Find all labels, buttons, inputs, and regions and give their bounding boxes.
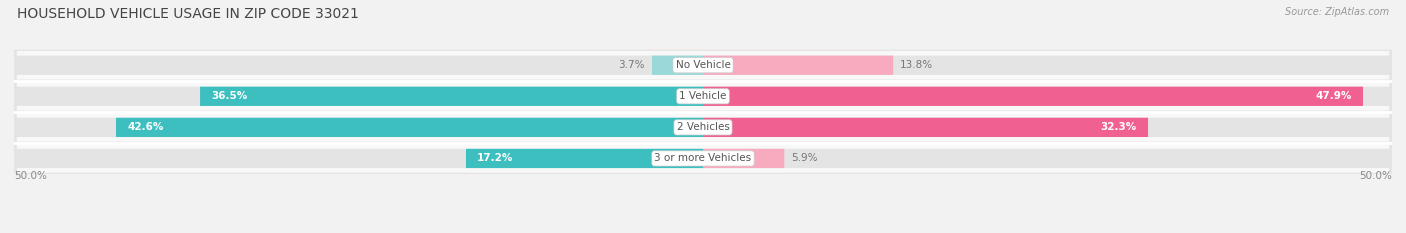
Text: 1 Vehicle: 1 Vehicle — [679, 91, 727, 101]
FancyBboxPatch shape — [14, 112, 1392, 143]
FancyBboxPatch shape — [14, 87, 1392, 106]
FancyBboxPatch shape — [703, 149, 785, 168]
FancyBboxPatch shape — [703, 56, 893, 75]
Text: No Vehicle: No Vehicle — [675, 60, 731, 70]
FancyBboxPatch shape — [14, 149, 1392, 168]
FancyBboxPatch shape — [14, 56, 1392, 75]
FancyBboxPatch shape — [17, 82, 1389, 111]
FancyBboxPatch shape — [14, 143, 1392, 174]
Text: 36.5%: 36.5% — [211, 91, 247, 101]
Text: 2 Vehicles: 2 Vehicles — [676, 122, 730, 132]
Text: 50.0%: 50.0% — [14, 171, 46, 181]
Text: 5.9%: 5.9% — [792, 154, 818, 163]
Text: 13.8%: 13.8% — [900, 60, 934, 70]
Text: 50.0%: 50.0% — [1360, 171, 1392, 181]
Text: 17.2%: 17.2% — [477, 154, 513, 163]
Text: Source: ZipAtlas.com: Source: ZipAtlas.com — [1285, 7, 1389, 17]
FancyBboxPatch shape — [14, 118, 1392, 137]
FancyBboxPatch shape — [465, 149, 703, 168]
FancyBboxPatch shape — [17, 144, 1389, 173]
FancyBboxPatch shape — [117, 118, 703, 137]
FancyBboxPatch shape — [652, 56, 703, 75]
FancyBboxPatch shape — [200, 87, 703, 106]
FancyBboxPatch shape — [17, 51, 1389, 79]
Text: 32.3%: 32.3% — [1101, 122, 1137, 132]
Text: 3.7%: 3.7% — [619, 60, 645, 70]
FancyBboxPatch shape — [14, 81, 1392, 112]
Text: 42.6%: 42.6% — [127, 122, 163, 132]
FancyBboxPatch shape — [17, 113, 1389, 142]
Text: 47.9%: 47.9% — [1316, 91, 1353, 101]
FancyBboxPatch shape — [703, 87, 1362, 106]
Text: HOUSEHOLD VEHICLE USAGE IN ZIP CODE 33021: HOUSEHOLD VEHICLE USAGE IN ZIP CODE 3302… — [17, 7, 359, 21]
FancyBboxPatch shape — [703, 118, 1149, 137]
Text: 3 or more Vehicles: 3 or more Vehicles — [654, 154, 752, 163]
FancyBboxPatch shape — [14, 50, 1392, 81]
